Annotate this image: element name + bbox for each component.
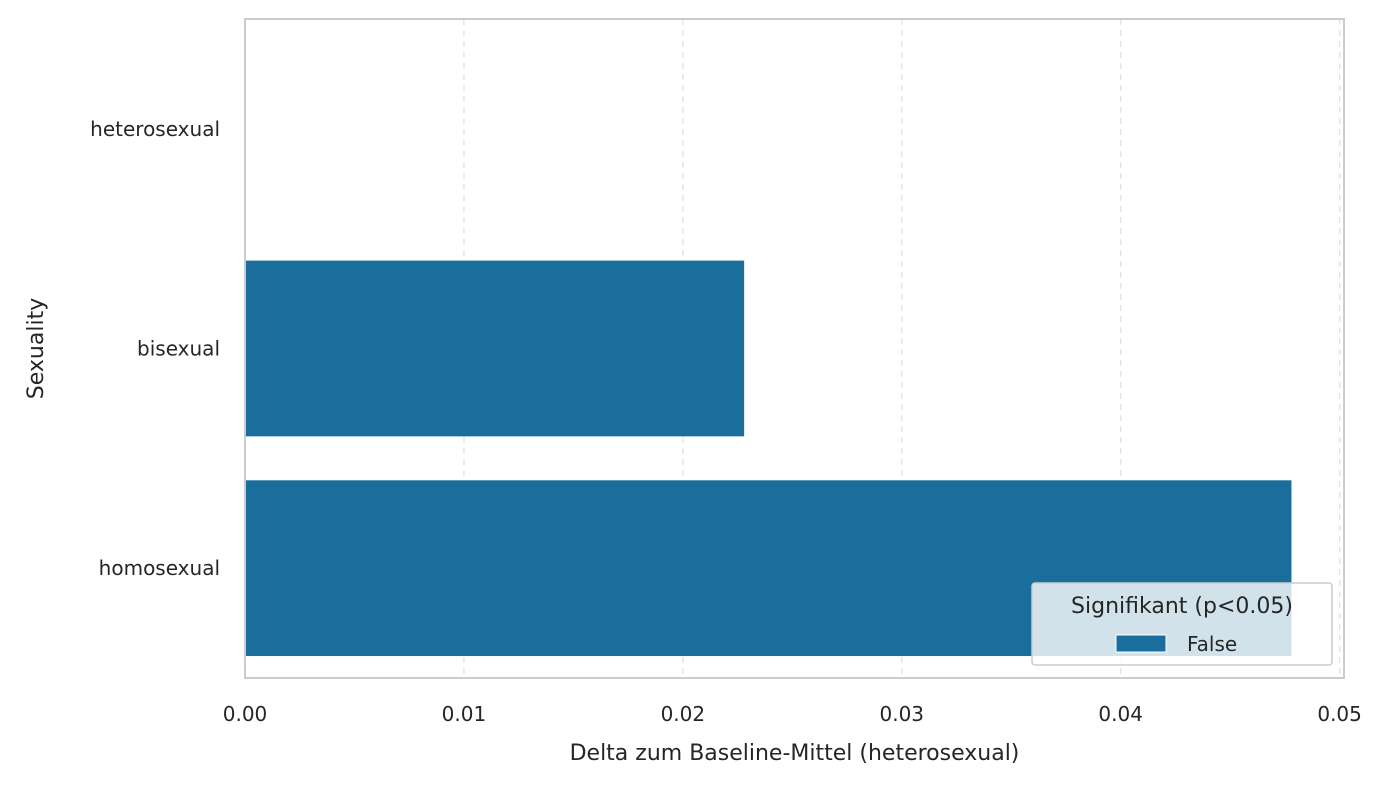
legend-box xyxy=(1031,582,1333,666)
x-axis-label: Delta zum Baseline-Mittel (heterosexual) xyxy=(570,741,1020,766)
legend-entry-label: False xyxy=(1187,632,1237,656)
x-tick-label: 0.03 xyxy=(880,702,925,726)
x-tick-labels: 0.00 0.01 0.02 0.03 0.04 0.05 xyxy=(223,702,1362,726)
bar-bisexual xyxy=(246,260,745,437)
y-tick-labels: heterosexual bisexual homosexual xyxy=(90,117,220,580)
y-axis-label: Sexuality xyxy=(24,298,49,399)
x-tick-label: 0.04 xyxy=(1098,702,1143,726)
y-tick-label: homosexual xyxy=(99,556,220,580)
legend-title: Signifikant (p<0.05) xyxy=(1071,594,1293,619)
x-tick-label: 0.05 xyxy=(1317,702,1362,726)
legend-swatch xyxy=(1115,634,1167,653)
x-tick-label: 0.00 xyxy=(223,702,268,726)
y-tick-label: bisexual xyxy=(137,337,220,361)
plot-frame xyxy=(244,18,1345,679)
y-tick-label: heterosexual xyxy=(90,117,220,141)
legend: Signifikant (p<0.05) False xyxy=(1031,582,1333,666)
x-tick-label: 0.01 xyxy=(442,702,487,726)
x-tick-label: 0.02 xyxy=(661,702,706,726)
